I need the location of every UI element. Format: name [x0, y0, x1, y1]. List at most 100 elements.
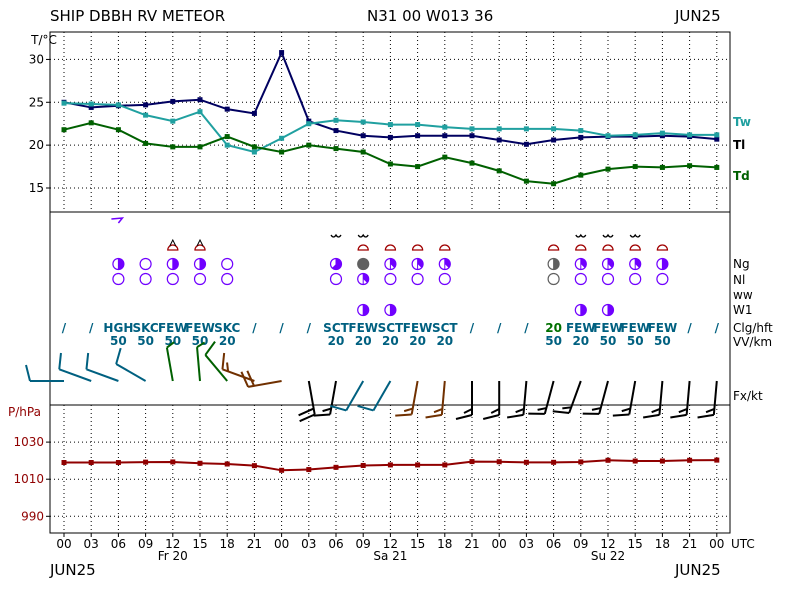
wind-barb-feather — [240, 371, 250, 388]
wind-barb-staff — [372, 380, 392, 411]
data-point-tw — [605, 133, 611, 139]
wind-barb-feather — [697, 413, 714, 419]
ww-dome-symbol — [439, 244, 451, 251]
wind-barb-feather — [330, 404, 347, 412]
data-point-tw — [197, 109, 203, 115]
data-point-tw — [224, 142, 230, 148]
data-point-tw — [306, 121, 312, 127]
temperature-tick-label: 25 — [29, 95, 44, 109]
visibility-label: 50 — [600, 334, 617, 348]
cloud-cover-nl-ring — [139, 272, 152, 286]
data-point-pressure — [551, 459, 557, 465]
cloud-cover-ng — [574, 257, 587, 271]
cloud-cover-nl — [574, 272, 587, 286]
wind-barb — [25, 364, 64, 382]
wind-barb-feather — [515, 407, 525, 414]
data-point-pressure — [251, 463, 257, 469]
data-point-tw — [415, 122, 421, 128]
data-point-tl — [88, 104, 94, 110]
x-tick-label: 15 — [628, 537, 643, 551]
data-point-tw — [578, 128, 584, 134]
data-point-tw — [387, 122, 393, 128]
cloud-cover-nl — [357, 272, 370, 286]
data-point-tl — [551, 137, 557, 143]
data-point-pressure — [88, 460, 94, 466]
ceiling-label: FEW — [648, 321, 678, 335]
data-point-tw — [632, 132, 638, 138]
wind-barb — [204, 341, 228, 382]
cloud-cover-ng — [139, 257, 152, 271]
wind-barb — [115, 347, 147, 382]
ceiling-label: FEW — [403, 321, 433, 335]
data-point-tw — [61, 100, 67, 106]
visibility-label: 50 — [164, 334, 181, 348]
wind-barb — [455, 381, 473, 420]
cloud-cover-ng — [656, 257, 669, 271]
ww-dome-symbol — [547, 244, 560, 251]
wind-barb-staff — [345, 380, 365, 411]
ceiling-label: SKC — [214, 321, 240, 335]
x-tick-label: 18 — [655, 537, 670, 551]
cloud-cover-ng — [438, 257, 451, 271]
data-point-pressure — [714, 457, 720, 463]
visibility-label: 50 — [137, 334, 154, 348]
data-point-tw — [333, 117, 339, 123]
day-label: Fr 20 — [158, 549, 188, 563]
data-point-td — [387, 161, 393, 167]
weather-w1-symbol-fill — [580, 304, 587, 316]
wind-barb — [506, 380, 528, 419]
wind-barb — [330, 380, 365, 412]
legend-tl: Tl — [733, 138, 745, 152]
cloud-cover-nl — [384, 272, 397, 286]
cloud-cover-ng-fill — [357, 258, 369, 270]
data-point-tl — [360, 133, 366, 139]
data-point-pressure — [279, 467, 285, 473]
data-point-tl — [306, 118, 312, 124]
ceiling-label: HGH — [103, 321, 133, 335]
data-point-td — [578, 172, 584, 178]
visibility-label: 50 — [654, 334, 671, 348]
wind-barb — [240, 370, 282, 388]
weather-w1-symbol-fill — [608, 304, 614, 316]
ceiling-label: FEW — [348, 321, 378, 335]
ceiling-label: / — [524, 321, 529, 335]
cloud-cover-ng-fill — [662, 258, 668, 270]
cloud-cover-ng — [166, 257, 179, 271]
label-clg: Clg/hft — [733, 321, 773, 335]
x-tick-label: 21 — [247, 537, 262, 551]
cloud-cover-nl-ring — [656, 272, 669, 286]
wind-barb-feather — [85, 352, 90, 370]
wind-barb — [582, 380, 609, 415]
data-point-pressure — [360, 462, 366, 468]
x-tick-label: 00 — [492, 537, 507, 551]
x-tick-label: 06 — [546, 537, 561, 551]
wind-barb-staff — [86, 368, 119, 382]
high-cloud-mark — [111, 217, 125, 224]
wind-barb-staff — [165, 347, 174, 382]
cloud-cover-nl-ring — [329, 272, 343, 286]
wind-barb — [313, 380, 337, 417]
data-point-tw — [659, 130, 665, 136]
cloud-cover-ng — [221, 257, 234, 271]
data-point-td — [605, 166, 611, 172]
data-point-tl — [387, 134, 393, 140]
data-point-td — [279, 149, 285, 155]
cloud-cover-nl-ring — [438, 272, 451, 286]
wind-barb-staff — [204, 354, 228, 382]
cloud-type-mark — [330, 233, 342, 238]
temperature-tick-label: 15 — [29, 181, 44, 195]
cloud-cover-ng — [629, 257, 642, 271]
visibility-label: 50 — [192, 334, 209, 348]
ww-dome-symbol — [629, 244, 641, 251]
x-tick-label: 18 — [220, 537, 235, 551]
cloud-cover-nl-ring — [574, 272, 587, 286]
visibility-label: 50 — [110, 334, 127, 348]
ww-dome-symbol — [602, 244, 614, 251]
data-point-tl — [496, 137, 502, 143]
ceiling-label: / — [715, 321, 720, 335]
data-point-tl — [197, 97, 203, 103]
cloud-cover-ng — [411, 257, 424, 271]
cloud-cover-nl — [601, 272, 615, 286]
wind-barb — [482, 381, 501, 420]
visibility-label: 20 — [219, 334, 236, 348]
